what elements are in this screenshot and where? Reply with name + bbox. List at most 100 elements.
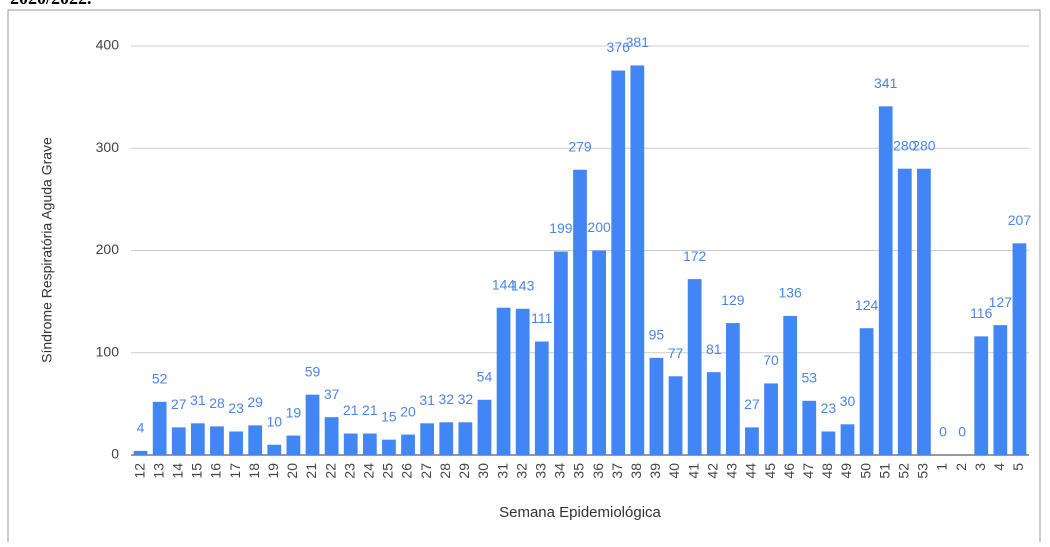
x-tick-label: 31	[494, 463, 510, 479]
bar	[496, 307, 511, 455]
data-label: 129	[721, 292, 745, 308]
data-label: 59	[305, 363, 321, 379]
data-label: 15	[381, 408, 397, 424]
bar	[840, 424, 855, 455]
data-label: 280	[912, 137, 936, 153]
data-label: 95	[649, 327, 665, 343]
data-label: 199	[549, 220, 573, 236]
x-tick-label: 44	[743, 463, 759, 479]
bar	[382, 439, 396, 455]
x-tick-label: 49	[838, 463, 854, 479]
x-tick-label: 47	[800, 463, 816, 479]
x-tick-label: 30	[475, 463, 491, 479]
bar	[706, 372, 721, 455]
data-label: 207	[1008, 212, 1032, 228]
chart-frame	[7, 9, 1041, 547]
data-label: 27	[744, 396, 760, 412]
bar	[745, 427, 759, 455]
x-tick-label: 39	[647, 463, 663, 479]
data-label: 20	[400, 403, 416, 419]
data-label: 124	[855, 297, 879, 313]
x-tick-label: 41	[685, 463, 701, 479]
data-label: 341	[874, 75, 898, 91]
data-label: 28	[209, 395, 225, 411]
bar	[668, 376, 683, 455]
x-tick-label: 2	[953, 463, 969, 471]
x-tick-label: 51	[876, 463, 892, 479]
x-tick-label: 48	[819, 463, 835, 479]
bar	[649, 357, 664, 455]
bar	[630, 65, 645, 456]
x-tick-label: 45	[762, 463, 778, 479]
x-tick-label: 1	[934, 463, 950, 471]
x-tick-label: 20	[284, 463, 300, 479]
x-tick-label: 27	[418, 463, 434, 479]
data-label: 200	[587, 219, 611, 235]
bar	[859, 328, 874, 455]
x-tick-label: 24	[361, 463, 377, 479]
bar	[248, 425, 263, 455]
bar	[802, 400, 817, 455]
data-label: 19	[286, 404, 302, 420]
data-label: 172	[683, 248, 707, 264]
data-label: 77	[668, 345, 684, 361]
bar	[764, 383, 778, 455]
bar	[229, 431, 243, 455]
data-label: 81	[706, 341, 722, 357]
x-tick-label: 12	[131, 463, 147, 479]
bar	[286, 435, 301, 455]
data-label: 21	[343, 402, 359, 418]
bar	[554, 251, 568, 455]
data-label: 21	[362, 402, 378, 418]
data-label: 381	[626, 34, 650, 50]
x-tick-label: 52	[896, 463, 912, 479]
x-tick-label: 28	[437, 463, 453, 479]
x-tick-label: 18	[246, 463, 262, 479]
bar	[210, 426, 224, 455]
bar	[152, 401, 167, 455]
data-label: 30	[840, 393, 856, 409]
bar	[267, 444, 282, 455]
bar	[439, 422, 454, 455]
data-label: 32	[458, 391, 474, 407]
x-tick-label: 14	[169, 463, 185, 479]
data-label: 70	[763, 352, 779, 368]
x-tick-label: 50	[857, 463, 873, 479]
x-tick-label: 19	[265, 463, 281, 479]
y-tick-label: 200	[96, 241, 120, 257]
bar	[878, 106, 893, 455]
x-axis-title: Semana Epidemiológica	[499, 504, 661, 521]
data-label: 116	[970, 305, 993, 321]
x-tick-label: 42	[704, 463, 720, 479]
y-tick-label: 0	[111, 446, 119, 462]
caption: 2020/2022.	[10, 0, 92, 8]
bar	[974, 336, 989, 455]
x-tick-label: 26	[399, 463, 415, 479]
bar	[324, 417, 339, 455]
bar	[897, 168, 912, 455]
bar	[190, 423, 205, 455]
bar	[343, 433, 358, 455]
x-tick-label: 37	[609, 463, 625, 479]
y-tick-label: 300	[96, 139, 120, 155]
x-tick-label: 40	[666, 463, 682, 479]
x-tick-label: 3	[972, 463, 988, 471]
x-tick-label: 21	[303, 463, 319, 479]
bar	[420, 423, 435, 455]
data-label: 376	[607, 39, 631, 55]
data-label: 143	[511, 277, 535, 293]
data-label: 280	[893, 137, 917, 153]
x-tick-label: 5	[1010, 463, 1026, 471]
bar	[362, 433, 377, 455]
bar	[534, 341, 549, 455]
data-label: 127	[989, 294, 1013, 310]
bar	[573, 169, 587, 455]
data-label: 32	[438, 391, 454, 407]
data-label: 52	[152, 371, 168, 387]
data-label: 144	[492, 276, 516, 292]
data-label: 23	[821, 400, 837, 416]
x-tick-label: 53	[915, 463, 931, 479]
data-label: 10	[267, 413, 283, 429]
